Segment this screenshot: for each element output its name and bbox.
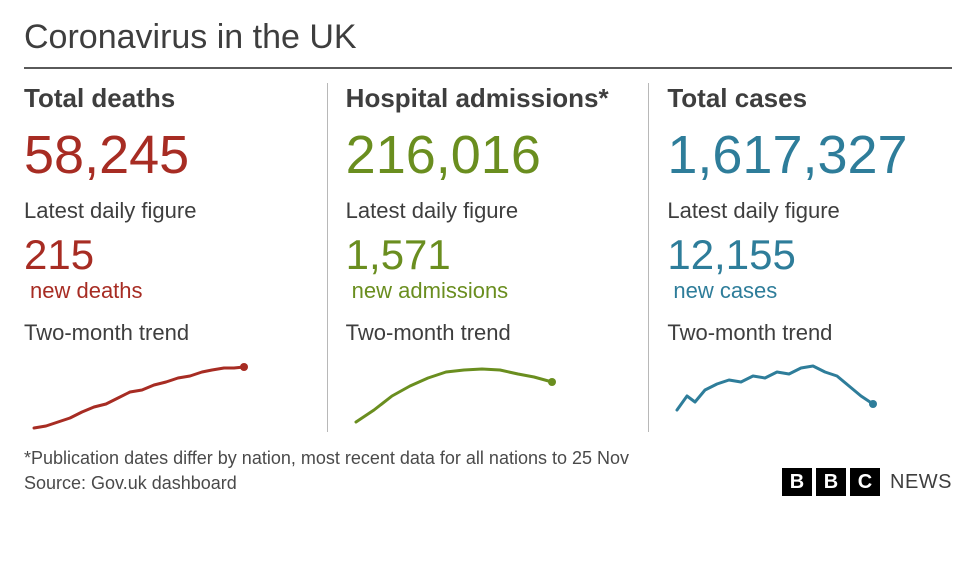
footer-left: *Publication dates differ by nation, mos…	[24, 446, 629, 496]
total-deaths-value: 58,245	[24, 128, 309, 182]
footnote: *Publication dates differ by nation, mos…	[24, 446, 629, 471]
bbc-logo-box: C	[850, 468, 880, 496]
trend-label: Two-month trend	[346, 320, 631, 346]
panels-row: Total deaths 58,245 Latest daily figure …	[24, 83, 952, 432]
sparkline-cases	[667, 352, 907, 432]
footer: *Publication dates differ by nation, mos…	[24, 446, 952, 496]
daily-admissions-caption: new admissions	[346, 278, 631, 304]
bbc-news-logo: B B C NEWS	[782, 468, 952, 496]
source-line: Source: Gov.uk dashboard	[24, 471, 629, 496]
panel-heading: Total deaths	[24, 83, 309, 114]
panel-cases: Total cases 1,617,327 Latest daily figur…	[648, 83, 952, 432]
daily-admissions-value: 1,571	[346, 234, 631, 276]
trend-label: Two-month trend	[24, 320, 309, 346]
panel-admissions: Hospital admissions* 216,016 Latest dail…	[327, 83, 649, 432]
sparkline-deaths	[24, 352, 264, 432]
daily-label: Latest daily figure	[24, 198, 309, 224]
total-admissions-value: 216,016	[346, 128, 631, 182]
bbc-logo-word: NEWS	[890, 471, 952, 494]
daily-deaths-caption: new deaths	[24, 278, 309, 304]
daily-cases-caption: new cases	[667, 278, 952, 304]
page-title: Coronavirus in the UK	[24, 18, 952, 69]
total-cases-value: 1,617,327	[667, 128, 952, 182]
daily-cases-value: 12,155	[667, 234, 952, 276]
bbc-logo-box: B	[816, 468, 846, 496]
trend-label: Two-month trend	[667, 320, 952, 346]
panel-deaths: Total deaths 58,245 Latest daily figure …	[24, 83, 327, 432]
daily-deaths-value: 215	[24, 234, 309, 276]
panel-heading: Hospital admissions*	[346, 83, 631, 114]
sparkline-admissions	[346, 352, 586, 432]
daily-label: Latest daily figure	[667, 198, 952, 224]
daily-label: Latest daily figure	[346, 198, 631, 224]
bbc-logo-box: B	[782, 468, 812, 496]
panel-heading: Total cases	[667, 83, 952, 114]
